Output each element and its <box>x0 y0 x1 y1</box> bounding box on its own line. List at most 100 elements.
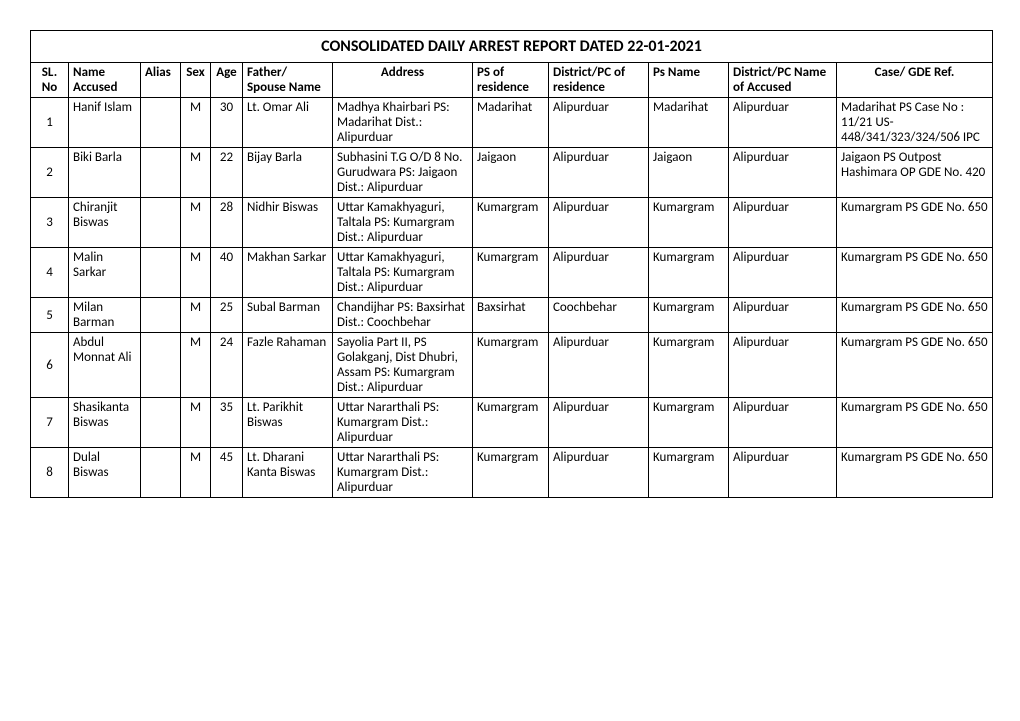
cell-caseref: Kumargram PS GDE No. 650 <box>837 198 993 248</box>
col-psres: PS of residence <box>473 63 549 98</box>
cell-distacc: Alipurduar <box>729 333 837 398</box>
cell-psname: Kumargram <box>649 298 729 333</box>
cell-psname: Kumargram <box>649 333 729 398</box>
col-psname: Ps Name <box>649 63 729 98</box>
cell-sl: 2 <box>31 148 69 198</box>
cell-psname: Kumargram <box>649 248 729 298</box>
col-distres: District/PC of residence <box>549 63 649 98</box>
cell-sl: 5 <box>31 298 69 333</box>
table-row: 1Hanif IslamM30Lt. Omar AliMadhya Khairb… <box>31 98 993 148</box>
cell-address: Sayolia Part II, PS Golakganj, Dist Dhub… <box>333 333 473 398</box>
cell-psres: Baxsirhat <box>473 298 549 333</box>
cell-psname: Kumargram <box>649 198 729 248</box>
cell-address: Uttar Nararthali PS: Kumargram Dist.: Al… <box>333 398 473 448</box>
cell-distacc: Alipurduar <box>729 298 837 333</box>
cell-sl: 3 <box>31 198 69 248</box>
cell-sl: 1 <box>31 98 69 148</box>
cell-psname: Jaigaon <box>649 148 729 198</box>
cell-alias <box>141 298 181 333</box>
cell-psname: Madarihat <box>649 98 729 148</box>
cell-address: Uttar Kamakhyaguri, Taltala PS: Kumargra… <box>333 198 473 248</box>
cell-sex: M <box>181 333 211 398</box>
cell-age: 45 <box>211 448 243 498</box>
cell-sex: M <box>181 248 211 298</box>
cell-address: Uttar Kamakhyaguri, Taltala PS: Kumargra… <box>333 248 473 298</box>
table-body: 1Hanif IslamM30Lt. Omar AliMadhya Khairb… <box>31 98 993 498</box>
cell-caseref: Madarihat PS Case No : 11/21 US-448/341/… <box>837 98 993 148</box>
arrest-report-table: CONSOLIDATED DAILY ARREST REPORT DATED 2… <box>30 30 993 498</box>
table-row: 8Dulal Biswas M45Lt. Dharani Kanta Biswas… <box>31 448 993 498</box>
cell-distacc: Alipurduar <box>729 198 837 248</box>
table-row: 6Abdul Monnat Ali M24Fazle RahamanSayolia… <box>31 333 993 398</box>
header-row: SL. No Name Accused Alias Sex Age Father… <box>31 63 993 98</box>
cell-age: 24 <box>211 333 243 398</box>
col-caseref: Case/ GDE Ref. <box>837 63 993 98</box>
cell-age: 28 <box>211 198 243 248</box>
cell-distacc: Alipurduar <box>729 148 837 198</box>
cell-sex: M <box>181 148 211 198</box>
table-row: 2Biki BarlaM22Bijay BarlaSubhasini T.G O… <box>31 148 993 198</box>
cell-distres: Alipurduar <box>549 148 649 198</box>
cell-father: Fazle Rahaman <box>243 333 333 398</box>
col-father: Father/ Spouse Name <box>243 63 333 98</box>
cell-age: 35 <box>211 398 243 448</box>
col-alias: Alias <box>141 63 181 98</box>
cell-sl: 4 <box>31 248 69 298</box>
cell-psres: Kumargram <box>473 448 549 498</box>
cell-caseref: Kumargram PS GDE No. 650 <box>837 298 993 333</box>
cell-sl: 6 <box>31 333 69 398</box>
table-row: 4Malin SarkarM40Makhan SarkarUttar Kamak… <box>31 248 993 298</box>
cell-distacc: Alipurduar <box>729 448 837 498</box>
cell-alias <box>141 248 181 298</box>
cell-alias <box>141 98 181 148</box>
col-distacc: District/PC Name of Accused <box>729 63 837 98</box>
table-row: 3Chiranjit BiswasM28Nidhir BiswasUttar K… <box>31 198 993 248</box>
cell-distacc: Alipurduar <box>729 98 837 148</box>
cell-caseref: Kumargram PS GDE No. 650 <box>837 248 993 298</box>
cell-father: Subal Barman <box>243 298 333 333</box>
cell-distres: Coochbehar <box>549 298 649 333</box>
cell-distres: Alipurduar <box>549 248 649 298</box>
cell-distres: Alipurduar <box>549 198 649 248</box>
cell-father: Lt. Dharani Kanta Biswas <box>243 448 333 498</box>
cell-name: Hanif Islam <box>69 98 141 148</box>
cell-sl: 7 <box>31 398 69 448</box>
cell-psname: Kumargram <box>649 398 729 448</box>
cell-father: Bijay Barla <box>243 148 333 198</box>
cell-address: Uttar Nararthali PS: Kumargram Dist.: Al… <box>333 448 473 498</box>
cell-alias <box>141 148 181 198</box>
cell-psres: Madarihat <box>473 98 549 148</box>
cell-caseref: Kumargram PS GDE No. 650 <box>837 333 993 398</box>
cell-name: Dulal Biswas <box>69 448 141 498</box>
cell-caseref: Kumargram PS GDE No. 650 <box>837 448 993 498</box>
cell-name: Milan Barman <box>69 298 141 333</box>
cell-name: Shasikanta Biswas <box>69 398 141 448</box>
col-sl: SL. No <box>31 63 69 98</box>
cell-psres: Kumargram <box>473 333 549 398</box>
col-address: Address <box>333 63 473 98</box>
cell-address: Chandijhar PS: Baxsirhat Dist.: Coochbeh… <box>333 298 473 333</box>
cell-psres: Jaigaon <box>473 148 549 198</box>
cell-caseref: Jaigaon PS Outpost Hashimara OP GDE No. … <box>837 148 993 198</box>
cell-sl: 8 <box>31 448 69 498</box>
cell-sex: M <box>181 448 211 498</box>
cell-psres: Kumargram <box>473 398 549 448</box>
cell-father: Nidhir Biswas <box>243 198 333 248</box>
cell-distacc: Alipurduar <box>729 248 837 298</box>
cell-father: Lt. Omar Ali <box>243 98 333 148</box>
report-container: CONSOLIDATED DAILY ARREST REPORT DATED 2… <box>30 30 990 498</box>
cell-address: Subhasini T.G O/D 8 No. Gurudwara PS: Ja… <box>333 148 473 198</box>
cell-father: Lt. Parikhit Biswas <box>243 398 333 448</box>
cell-name: Abdul Monnat Ali <box>69 333 141 398</box>
col-name: Name Accused <box>69 63 141 98</box>
cell-alias <box>141 333 181 398</box>
cell-sex: M <box>181 198 211 248</box>
table-row: 7Shasikanta Biswas M35Lt. Parikhit Biswas… <box>31 398 993 448</box>
cell-distres: Alipurduar <box>549 98 649 148</box>
cell-age: 25 <box>211 298 243 333</box>
cell-sex: M <box>181 398 211 448</box>
cell-father: Makhan Sarkar <box>243 248 333 298</box>
title-row: CONSOLIDATED DAILY ARREST REPORT DATED 2… <box>31 31 993 63</box>
cell-alias <box>141 198 181 248</box>
cell-psres: Kumargram <box>473 198 549 248</box>
